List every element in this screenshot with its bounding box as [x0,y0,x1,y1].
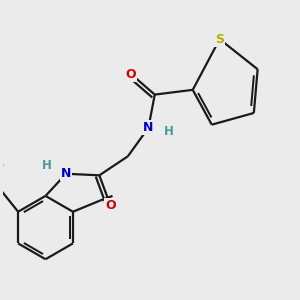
Text: O: O [105,199,116,212]
Text: H: H [42,159,52,172]
Text: S: S [215,33,224,46]
Text: N: N [143,121,154,134]
Text: H: H [164,124,174,137]
Text: N: N [61,167,71,180]
Text: O: O [126,68,136,80]
